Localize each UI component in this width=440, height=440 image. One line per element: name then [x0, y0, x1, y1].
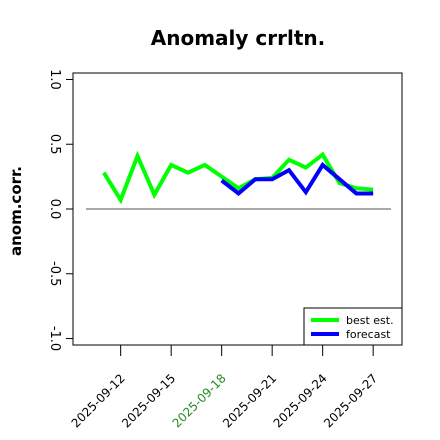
legend-label-forecast: forecast	[346, 328, 391, 341]
series-line-best-est	[102, 150, 374, 205]
y-tick-label: -0.5	[47, 261, 62, 286]
series-line-forecast	[220, 161, 374, 197]
legend: best est. forecast	[303, 307, 403, 346]
legend-box	[303, 307, 403, 346]
series-layer	[102, 150, 374, 205]
y-tick-label: -1.0	[47, 326, 62, 351]
x-tick-label: 2025-09-27	[321, 371, 380, 430]
y-tick-label: 0.0	[47, 199, 62, 220]
x-axis-ticks: 2025-09-122025-09-152025-09-182025-09-21…	[69, 345, 380, 430]
legend-label-best-est: best est.	[346, 314, 394, 327]
y-tick-label: 0.5	[47, 134, 62, 155]
chart-title: Anomaly crrltn.	[151, 26, 325, 50]
y-axis-label: anom.corr.	[7, 166, 25, 256]
y-tick-label: 1.0	[47, 69, 62, 90]
y-axis-ticks: -1.0 -0.5 0.0 0.5 1.0	[47, 69, 73, 351]
